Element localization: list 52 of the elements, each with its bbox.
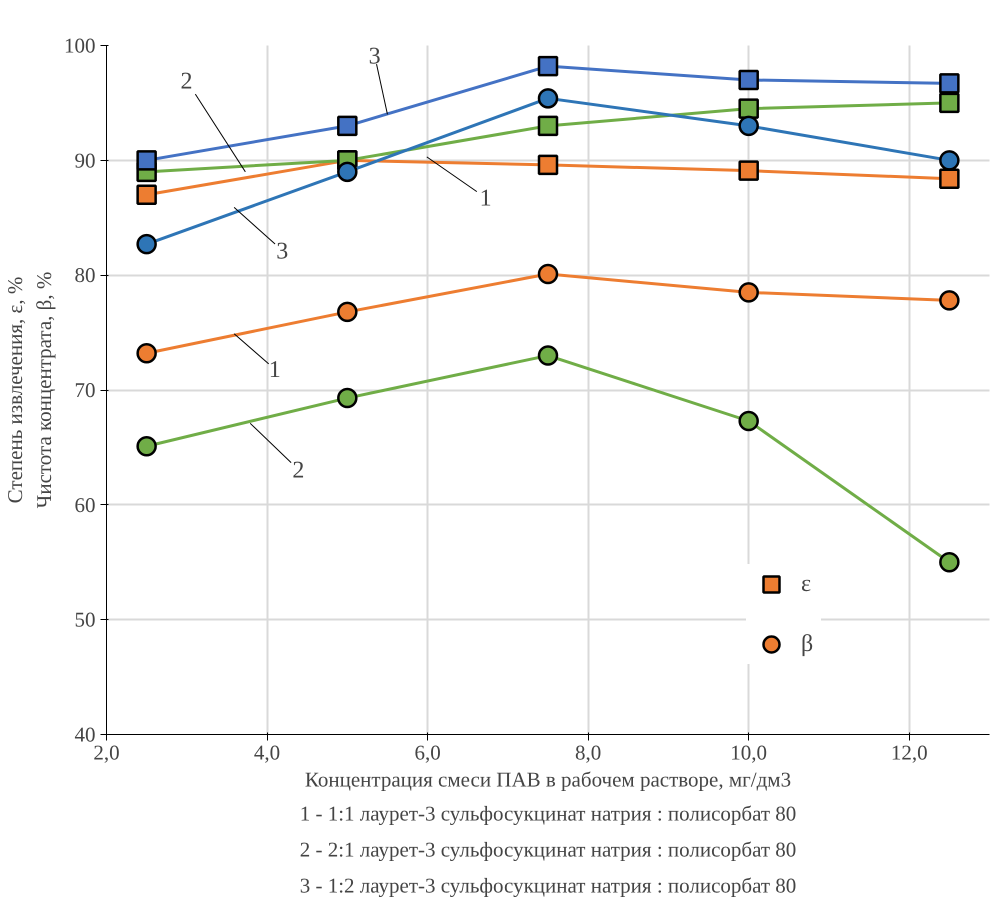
y-tick-label: 40 (74, 722, 96, 746)
annotation: 2 (292, 458, 304, 484)
y-axis-title: Степень извлечения, ε, % Чистота концентрата, β, % (3, 272, 56, 508)
x-tick-label: 12,0 (890, 740, 928, 764)
point (939, 290, 960, 311)
point (738, 116, 759, 136)
point (337, 388, 358, 408)
point (337, 162, 358, 182)
y-tick-label: 70 (74, 378, 96, 402)
y-tick-label: 100 (64, 34, 96, 58)
point (738, 70, 759, 90)
x-tick-label: 2,0 (93, 740, 120, 764)
annotation: 1 (268, 357, 281, 384)
annotation: 3 (276, 238, 288, 264)
point (538, 345, 558, 366)
point (939, 92, 960, 114)
point (136, 234, 157, 254)
point (939, 552, 960, 572)
point (738, 282, 759, 303)
legend-label: β (801, 630, 814, 658)
point (136, 436, 157, 456)
y-tick-label: 90 (74, 148, 96, 172)
point (538, 88, 558, 109)
point (939, 168, 960, 189)
y-tick-label: 80 (74, 263, 96, 288)
point (939, 73, 960, 94)
legend-label: ε (801, 570, 812, 598)
annotation: 1 (480, 186, 492, 212)
point (136, 184, 157, 206)
point (738, 160, 759, 181)
point (538, 154, 558, 176)
x-tick-label: 6,0 (414, 740, 441, 764)
text: 3 - 1:2 лаурет-3 сульфосукцинат натрия : полисорбат 80 (300, 874, 796, 898)
point (136, 343, 157, 364)
point (136, 150, 157, 171)
point (538, 264, 558, 284)
point (337, 302, 358, 322)
x-tick-label: 4,0 (254, 740, 280, 764)
point (738, 98, 759, 119)
text: 1 - 1:1 лаурет-3 сульфосукцинат натрия : полисорбат 80 (300, 802, 796, 826)
point (738, 410, 759, 432)
y-tick-label: 60 (74, 492, 96, 517)
x-tick-label: 8,0 (575, 740, 602, 764)
annotation: 2 (180, 68, 193, 94)
y-tick-label: 50 (74, 608, 96, 632)
point (337, 116, 358, 136)
point (538, 56, 558, 76)
text: 2 - 2:1 лаурет-3 сульфосукцинат натрия : полисорбат 80 (300, 838, 796, 862)
x-tick-label: 10,0 (730, 740, 768, 764)
x-axis-title: Концентрация смеси ПАВ в рабочем растворе, мг/дм3 (304, 768, 792, 792)
point (538, 116, 558, 136)
annotation: 3 (368, 43, 381, 70)
